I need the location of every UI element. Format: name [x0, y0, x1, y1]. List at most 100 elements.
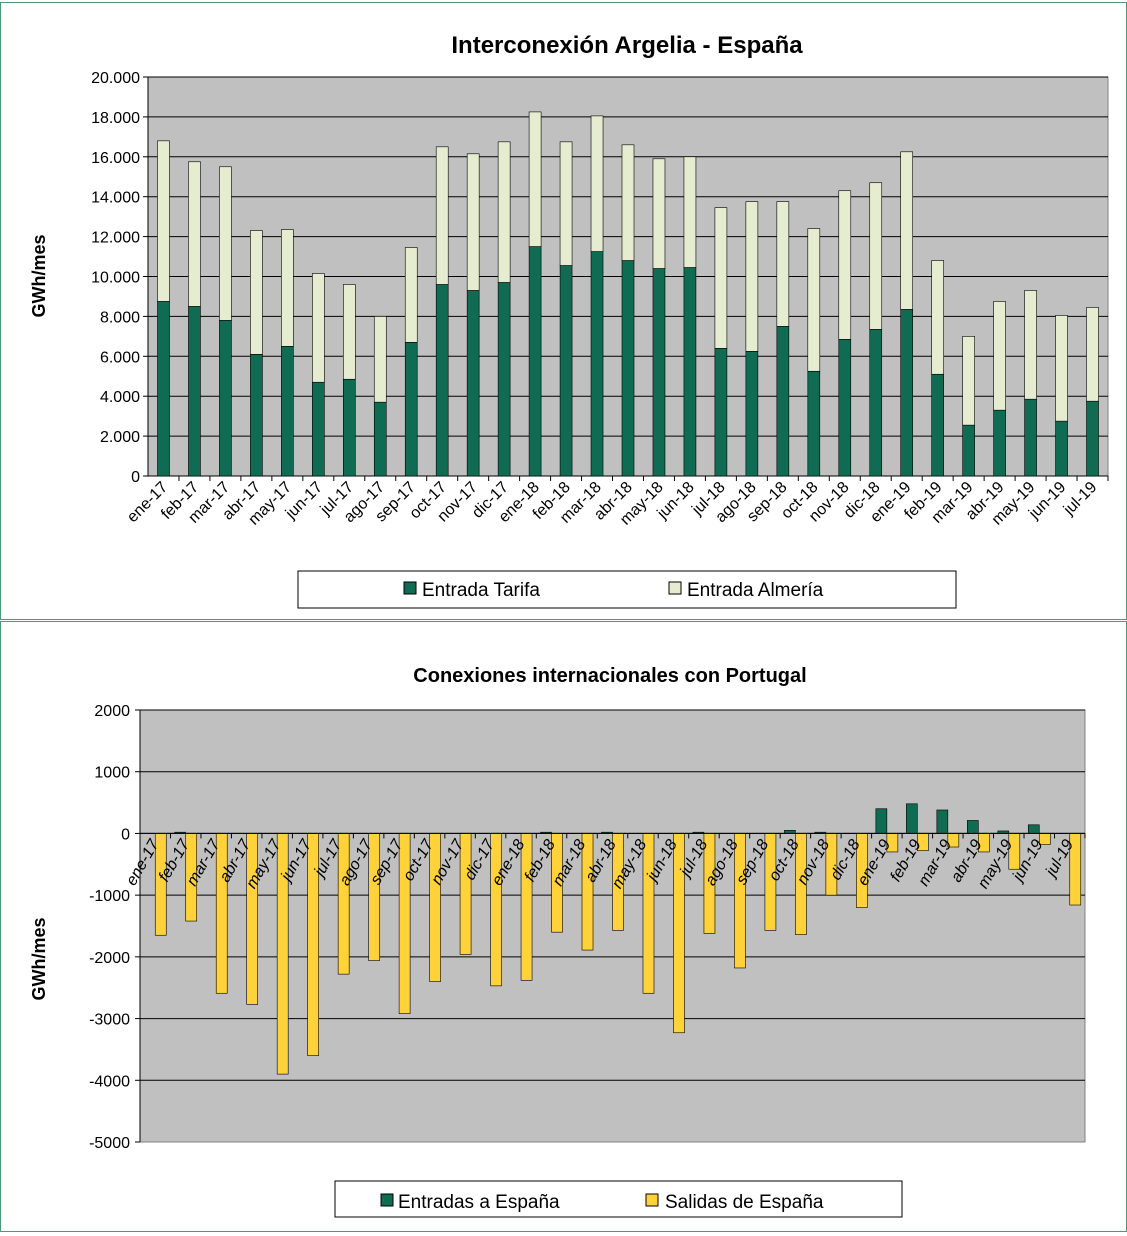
- y-tick-label: 2000: [94, 703, 130, 720]
- bar-entrada-almeria: [683, 156, 697, 268]
- y-tick-label: 8.000: [100, 309, 140, 326]
- y-tick-label: 10.000: [91, 270, 140, 287]
- y-tick-label: 0: [131, 469, 140, 486]
- legend-label-entradas: Entradas a España: [398, 1192, 560, 1213]
- bar-salidas-espana: [429, 833, 441, 982]
- bar-entrada-tarifa: [219, 320, 232, 477]
- bar-entrada-tarifa: [435, 284, 449, 477]
- bar-entrada-almeria: [652, 158, 666, 269]
- bar-entrada-tarifa: [745, 351, 759, 477]
- legend-swatch-tarifa: [403, 581, 417, 595]
- bar-entrada-tarifa: [497, 282, 511, 477]
- bar-entrada-almeria: [497, 141, 511, 283]
- y-tick-label: -4000: [89, 1073, 130, 1090]
- legend-label-tarifa: Entrada Tarifa: [422, 580, 540, 601]
- bar-entrada-almeria: [559, 141, 573, 266]
- y-tick-label: 16.000: [91, 150, 140, 167]
- bar-entrada-tarifa: [312, 381, 325, 477]
- bar-entrada-tarifa: [869, 329, 883, 477]
- bar-entrada-almeria: [590, 115, 604, 252]
- x-tick-label: jul-19: [1060, 479, 1100, 519]
- bar-entrada-almeria: [219, 166, 232, 321]
- bar-entrada-almeria: [1024, 290, 1037, 400]
- bar-entrada-tarifa: [342, 378, 356, 477]
- bar-entrada-almeria: [250, 230, 263, 355]
- bar-entrada-almeria: [281, 229, 294, 347]
- plot-area: -5000-4000-3000-2000-1000010002000ene-17…: [89, 703, 1086, 1152]
- bar-entrada-almeria: [621, 144, 635, 261]
- legend-label-almeria: Entrada Almería: [687, 580, 824, 601]
- y-tick-label: -5000: [89, 1135, 130, 1152]
- bar-entrada-tarifa: [1055, 420, 1068, 477]
- legend-label-salidas: Salidas de España: [665, 1192, 824, 1213]
- bar-entrada-almeria: [528, 111, 542, 247]
- chart-panel-argelia: Interconexión Argelia - España GWh/mes 0…: [0, 2, 1127, 620]
- bar-entrada-almeria: [157, 140, 170, 302]
- legend: Entradas a España Salidas de España: [334, 1180, 903, 1218]
- bar-entrada-tarifa: [931, 373, 944, 477]
- bar-entrada-tarifa: [993, 409, 1006, 477]
- y-tick-label: -1000: [89, 888, 130, 905]
- bar-entrada-tarifa: [900, 309, 914, 477]
- legend: Entrada Tarifa Entrada Almería: [297, 570, 957, 609]
- bar-entrada-tarifa: [528, 246, 542, 477]
- bar-entrada-tarifa: [683, 267, 697, 477]
- bar-entrada-tarifa: [962, 424, 975, 477]
- bar-entrada-almeria: [188, 161, 201, 307]
- plot-area: 0 2.000 4.000 6.000 8.000 10.000 12.000 14.000 1…: [91, 70, 1109, 529]
- y-tick-label: 14.000: [91, 190, 140, 207]
- bar-entradas-espana: [906, 803, 918, 834]
- bar-entradas-espana: [875, 808, 888, 834]
- bar-entrada-tarifa: [807, 370, 821, 477]
- y-axis-label: GWh/mes: [29, 234, 49, 317]
- bar-entrada-tarifa: [157, 301, 170, 477]
- bar-entrada-tarifa: [838, 339, 852, 477]
- bar-entrada-tarifa: [466, 290, 480, 477]
- chart-title: Conexiones internacionales con Portugal: [413, 665, 806, 687]
- bar-entrada-tarifa: [559, 265, 573, 477]
- bar-salidas-espana: [642, 833, 655, 994]
- bar-entrada-almeria: [1086, 307, 1099, 402]
- chart-argelia-espana: Interconexión Argelia - España GWh/mes 0…: [29, 32, 1109, 609]
- legend-swatch-salidas: [645, 1193, 659, 1207]
- bar-entrada-almeria: [435, 146, 449, 285]
- bar-entrada-almeria: [466, 153, 480, 291]
- bar-entrada-almeria: [900, 151, 914, 310]
- bar-entradas-espana: [967, 820, 979, 834]
- y-tick-label: 18.000: [91, 110, 140, 127]
- bar-entrada-almeria: [714, 207, 728, 349]
- bar-entrada-almeria: [1055, 315, 1068, 422]
- chart-title: Interconexión Argelia - España: [451, 32, 803, 59]
- bar-entradas-espana: [1027, 824, 1040, 834]
- legend-box: [297, 570, 957, 609]
- chart-panel-portugal: Conexiones internacionales con Portugal …: [0, 621, 1127, 1232]
- bar-entrada-tarifa: [590, 251, 604, 477]
- y-axis-label: GWh/mes: [29, 917, 49, 1000]
- bar-salidas-espana: [215, 833, 228, 994]
- y-tick-label: 4.000: [100, 389, 140, 406]
- y-tick-label: 20.000: [91, 70, 140, 87]
- y-tick-label: -3000: [89, 1012, 130, 1029]
- bar-entrada-almeria: [962, 336, 975, 426]
- bar-entrada-almeria: [745, 201, 759, 352]
- y-tick-label: 1000: [94, 765, 130, 782]
- bar-entrada-tarifa: [281, 346, 294, 477]
- bar-entrada-almeria: [869, 182, 883, 330]
- bar-entrada-almeria: [373, 316, 387, 403]
- y-tick-label: 2.000: [100, 429, 140, 446]
- bar-entrada-tarifa: [1024, 398, 1037, 477]
- legend-swatch-entradas: [380, 1193, 394, 1207]
- bar-entrada-almeria: [776, 201, 790, 327]
- bar-entrada-almeria: [838, 190, 852, 340]
- bar-entrada-tarifa: [1086, 400, 1099, 477]
- bar-entrada-almeria: [312, 273, 325, 383]
- bar-entrada-tarifa: [714, 348, 728, 477]
- bar-entrada-tarifa: [188, 306, 201, 477]
- bar-entrada-tarifa: [250, 354, 263, 477]
- chart-portugal: Conexiones internacionales con Portugal …: [29, 665, 1086, 1218]
- bar-entrada-tarifa: [404, 342, 418, 477]
- bar-entrada-almeria: [404, 247, 418, 343]
- bar-entrada-tarifa: [776, 326, 790, 477]
- bar-entrada-tarifa: [621, 260, 635, 477]
- bar-entradas-espana: [936, 809, 949, 834]
